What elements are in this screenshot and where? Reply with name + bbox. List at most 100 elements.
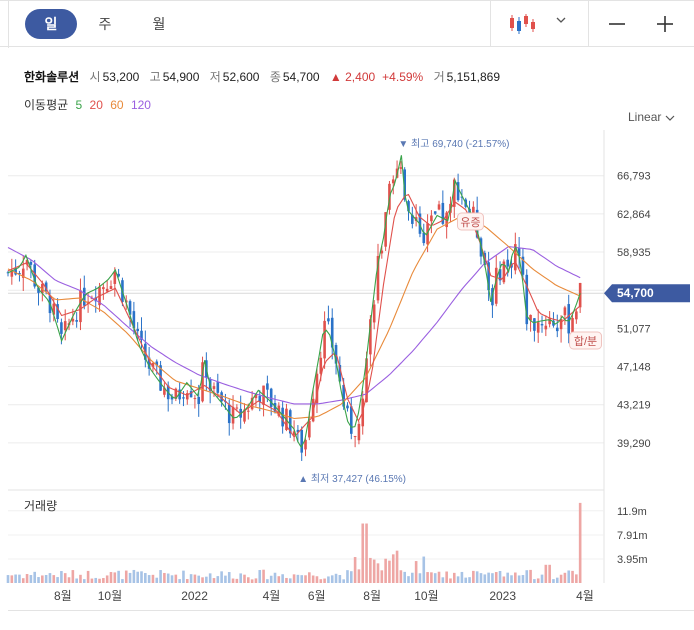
volume-bar <box>391 554 395 583</box>
candle-body <box>166 385 170 400</box>
volume-bar <box>197 575 201 583</box>
zoom-in-icon[interactable] <box>652 11 678 37</box>
ma-20-legend[interactable]: 20 <box>89 98 103 112</box>
candle-body <box>411 214 414 224</box>
candle-body <box>418 213 422 234</box>
volume-bar <box>315 576 319 583</box>
volume-bar <box>170 575 174 583</box>
candle-body <box>391 179 395 184</box>
volume-bar <box>44 574 48 583</box>
volume-bar <box>338 575 342 583</box>
volume-bar <box>411 572 414 583</box>
volume-bar <box>510 575 513 583</box>
volume-bar <box>113 572 117 583</box>
low-value: 52,600 <box>222 70 260 84</box>
candle-body <box>269 388 273 407</box>
moving-average-label: 이동평균 <box>24 98 69 112</box>
volume-bar <box>102 578 105 583</box>
ma-120-legend[interactable]: 120 <box>130 98 151 112</box>
candle-body <box>544 325 548 330</box>
volume-bar <box>60 571 63 583</box>
volume-bar <box>330 575 334 583</box>
volume-tick-label: 3.95m <box>617 554 648 566</box>
volume-bar <box>21 578 25 583</box>
volume-bar <box>266 579 269 583</box>
candle-body <box>346 405 349 409</box>
change-percent: +4.59% <box>382 70 424 84</box>
volume-bar <box>414 561 418 583</box>
volume-tick-label: 11.9m <box>617 506 647 518</box>
candle-body <box>258 396 262 403</box>
candle-body <box>132 311 136 329</box>
volume-bar <box>254 578 258 583</box>
volume-bar <box>208 573 212 583</box>
volume-bar <box>75 578 78 583</box>
candle-body <box>559 318 563 330</box>
volume-bar <box>548 564 551 583</box>
ma-60-line <box>7 216 581 420</box>
candle-body <box>281 407 284 427</box>
candlestick-chart-icon[interactable] <box>509 13 535 35</box>
candle-body <box>407 201 410 212</box>
candle-body <box>174 388 178 399</box>
candle-body <box>460 196 464 198</box>
candle-body <box>571 318 574 334</box>
volume-bar <box>136 571 139 583</box>
chevron-down-icon[interactable] <box>556 15 566 25</box>
volume-bar <box>399 570 403 583</box>
volume-bar <box>216 576 220 583</box>
y-tick-label: 51,077 <box>617 323 651 335</box>
volume-bar <box>124 570 128 583</box>
volume-bar <box>514 572 517 583</box>
candle-body <box>254 394 258 399</box>
candle-body <box>224 401 227 403</box>
scale-selector[interactable]: Linear <box>628 110 675 124</box>
volume-bar <box>483 574 487 583</box>
ma-60-legend[interactable]: 60 <box>110 98 124 112</box>
tab-monthly[interactable]: 월 <box>152 16 166 32</box>
volume-bar <box>327 576 330 583</box>
ma-20-line <box>7 193 581 438</box>
candle-body <box>182 397 185 399</box>
candle-body <box>79 290 82 323</box>
candle-body <box>273 402 277 412</box>
tab-daily[interactable]: 일 <box>25 9 77 39</box>
volume-bar <box>205 576 208 583</box>
candle-body <box>262 385 265 405</box>
candle-body <box>231 406 235 424</box>
candle-body <box>292 431 296 436</box>
volume-bar <box>140 571 143 583</box>
candle-body <box>197 396 201 404</box>
candle-body <box>315 373 319 404</box>
tab-weekly[interactable]: 주 <box>98 16 112 32</box>
volume-bar <box>285 577 288 583</box>
volume-bar <box>151 574 155 583</box>
event-badge <box>456 212 484 231</box>
zoom-out-icon[interactable] <box>604 11 630 37</box>
ma-5-legend[interactable]: 5 <box>75 98 83 112</box>
volume-bar <box>239 573 242 583</box>
volume-bar <box>109 572 113 583</box>
volume-bar <box>369 557 372 583</box>
volume-bar <box>479 573 483 583</box>
candle-body <box>437 204 441 210</box>
volume-bar <box>487 572 490 583</box>
volume-bar <box>29 575 33 583</box>
volume-bar <box>63 573 67 583</box>
volume-bar <box>418 573 422 583</box>
volume-bar <box>475 571 479 583</box>
volume-bar <box>426 572 429 583</box>
candle-body <box>250 397 254 410</box>
volume-bar <box>304 575 307 583</box>
volume-bar <box>300 575 304 583</box>
volume-bar <box>94 577 98 583</box>
candle-body <box>227 404 231 424</box>
candle-body <box>102 287 105 290</box>
volume-bar <box>319 579 323 583</box>
candle-body <box>517 247 521 257</box>
candle-body <box>185 393 189 400</box>
x-tick-label: 8월 <box>54 589 72 603</box>
candle-body <box>575 311 578 320</box>
candle-body <box>151 362 155 367</box>
volume-bar <box>525 570 529 583</box>
